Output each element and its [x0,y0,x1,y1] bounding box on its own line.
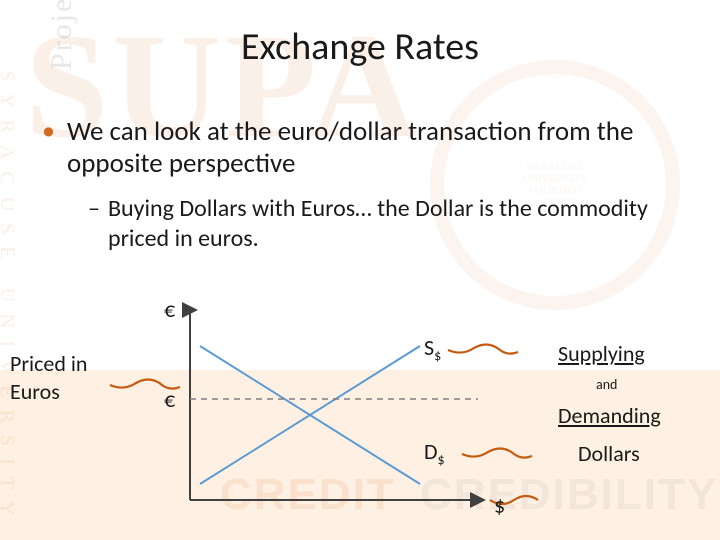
squiggle-demand-icon [462,448,532,457]
right-note-dollars: Dollars [578,440,640,468]
demand-curve-label: D$ [424,438,445,468]
slide-content: Exchange Rates • We can look at the euro… [0,0,720,540]
bullet-level-1: • We can look at the euro/dollar transac… [42,116,672,181]
x-axis-right-label: $ [494,492,505,519]
bullet-2-text: Buying Dollars with Euros… the Dollar is… [108,194,664,254]
y-axis-mid-label: € [164,386,175,413]
dash-marker-icon: – [88,194,100,254]
bullet-level-2: – Buying Dollars with Euros… the Dollar … [88,194,664,254]
right-note-and: and [596,376,617,394]
supply-curve-label: S$ [424,334,441,364]
left-side-note: Priced in Euros [10,350,120,405]
y-axis-top-label: € [164,296,175,323]
right-note-supplying: Supplying [558,340,645,368]
squiggle-supply-icon [448,344,518,353]
bullet-1-text: We can look at the euro/dollar transacti… [67,116,672,181]
supply-demand-chart: € € $ S$ D$ Priced in Euros Supplying an… [0,300,720,540]
page-title: Exchange Rates [0,24,720,70]
right-note-demanding: Demanding [558,402,661,430]
bullet-marker-icon: • [42,116,55,181]
